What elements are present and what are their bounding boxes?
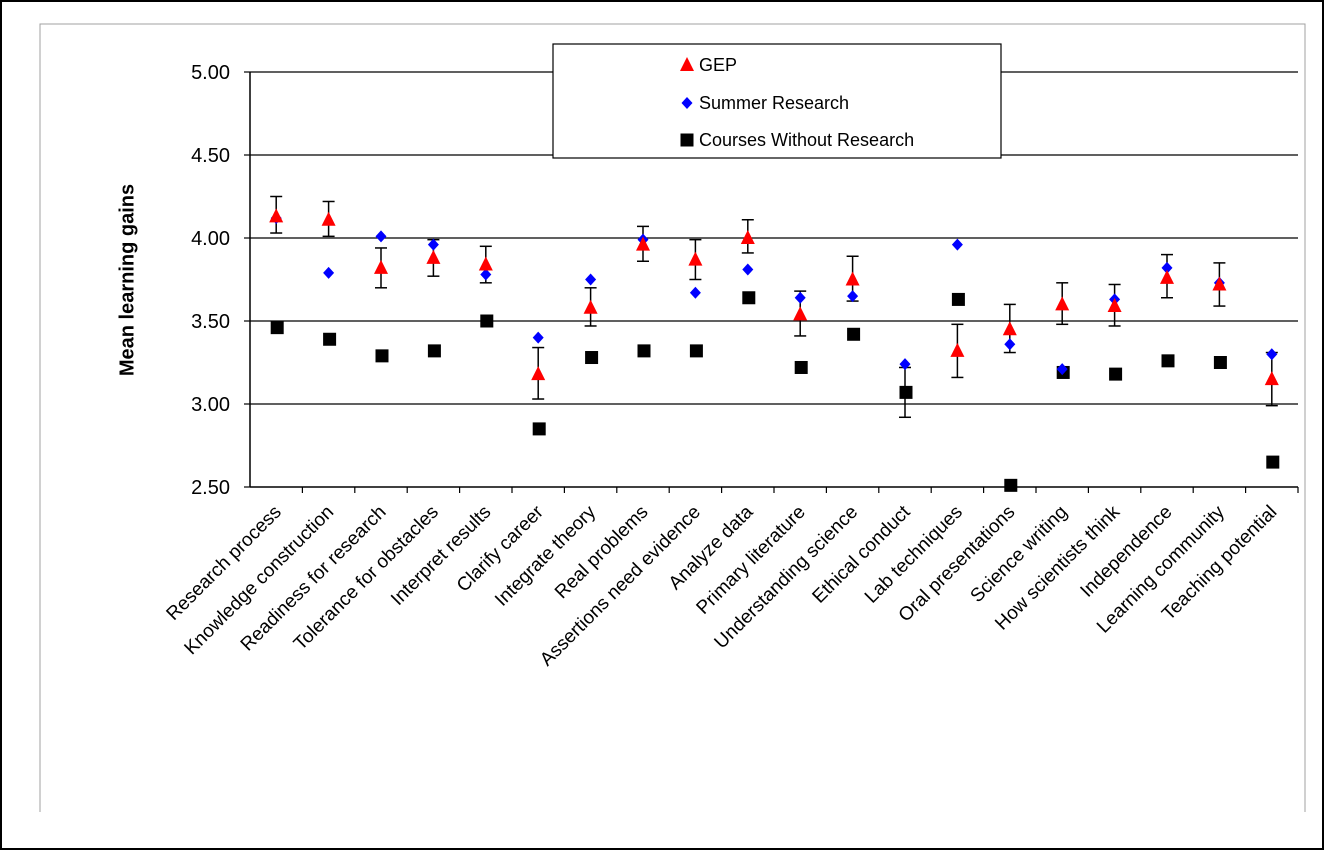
data-point (323, 266, 335, 279)
data-point (847, 327, 861, 341)
data-point (1213, 356, 1227, 369)
data-point (375, 349, 389, 363)
legend: GEP Summer Research Courses Without Resear… (552, 43, 1002, 159)
data-point (321, 211, 336, 226)
data-point (742, 291, 756, 305)
data-point (270, 321, 284, 335)
data-point (688, 251, 703, 266)
y-tick-label: 5.00 (191, 62, 230, 84)
data-points (269, 208, 1280, 492)
y-tick-label: 3.50 (191, 311, 230, 333)
data-point (1264, 371, 1279, 386)
data-point (951, 238, 963, 251)
data-point (1109, 367, 1123, 381)
data-point (480, 268, 492, 281)
data-point (689, 286, 701, 299)
data-point (585, 273, 597, 286)
data-point (585, 351, 599, 365)
data-point (427, 344, 441, 358)
legend-label: Courses Without Research (699, 130, 914, 150)
data-point (689, 344, 703, 358)
y-tick-label: 3.00 (191, 394, 230, 416)
legend-box (552, 43, 1002, 159)
y-tick-label: 4.00 (191, 228, 230, 250)
data-point (637, 344, 651, 358)
data-point (1161, 354, 1175, 368)
chart-area-border (39, 23, 1306, 812)
data-point (531, 366, 546, 381)
legend-label: Summer Research (699, 93, 849, 113)
data-point (845, 271, 860, 286)
data-point (427, 238, 439, 251)
legend-marker (680, 133, 694, 147)
data-point (950, 342, 965, 357)
y-tick-label: 2.50 (191, 477, 230, 499)
data-point (794, 360, 808, 374)
data-point (1002, 321, 1017, 336)
data-point (532, 331, 544, 344)
data-point (1056, 363, 1068, 376)
y-tick-label: 4.50 (191, 145, 230, 167)
error-bars (270, 195, 1278, 419)
data-point (426, 249, 441, 264)
y-tick-labels: 2.50 3.00 3.50 4.00 4.50 5.00 (191, 62, 230, 499)
data-point (899, 358, 911, 371)
data-point (1055, 296, 1070, 311)
data-point (1004, 478, 1018, 492)
data-point (742, 263, 754, 276)
data-point (1107, 298, 1122, 313)
data-point (323, 332, 337, 346)
legend-marker (681, 97, 693, 109)
data-point (847, 290, 859, 303)
data-point (740, 230, 755, 244)
data-point (899, 385, 913, 399)
data-point (269, 208, 284, 223)
data-point (1004, 338, 1016, 351)
x-tick-label: Real problems (551, 502, 652, 603)
data-point (1266, 455, 1280, 469)
data-point (793, 306, 808, 321)
data-point (583, 299, 598, 314)
data-point (1160, 269, 1174, 284)
data-point (1266, 348, 1278, 361)
data-point (1212, 276, 1227, 291)
data-point (636, 236, 650, 251)
data-point (794, 291, 806, 304)
legend-label: GEP (699, 55, 737, 75)
x-tick-label: Independence (1077, 502, 1177, 602)
data-point (532, 422, 546, 436)
data-point (375, 230, 387, 243)
y-axis-title: Mean learning gains (116, 184, 138, 376)
data-point (374, 259, 388, 274)
data-point (1161, 261, 1173, 274)
data-point (480, 314, 494, 328)
data-point (478, 256, 493, 271)
data-point (951, 292, 965, 306)
axes (249, 72, 1298, 488)
legend-marker (680, 57, 694, 71)
